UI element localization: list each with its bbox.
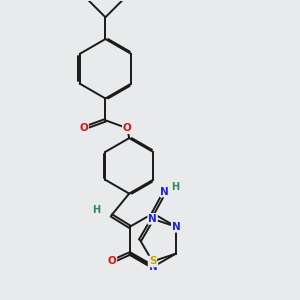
Text: O: O — [79, 123, 88, 133]
Text: N: N — [172, 222, 181, 232]
Text: H: H — [171, 182, 179, 192]
Text: O: O — [108, 256, 116, 266]
Text: S: S — [149, 256, 156, 266]
Text: O: O — [123, 123, 132, 133]
Text: N: N — [160, 187, 169, 196]
Text: H: H — [92, 206, 101, 215]
Text: N: N — [148, 262, 157, 272]
Text: N: N — [148, 214, 157, 224]
